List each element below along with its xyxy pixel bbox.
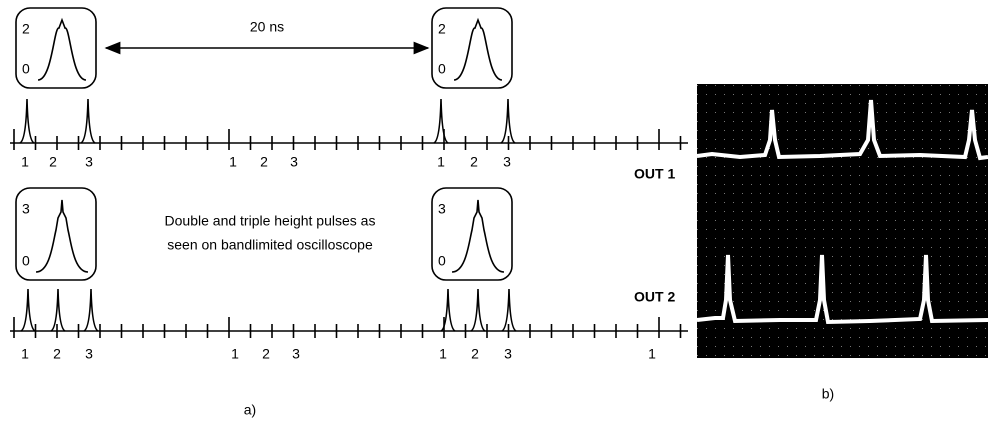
- inset-label: 3: [22, 201, 30, 217]
- inset-label: 2: [438, 21, 446, 37]
- tick-label: 1: [21, 346, 29, 362]
- pulse: [84, 289, 98, 331]
- pulse: [21, 289, 35, 331]
- pulse: [471, 289, 485, 331]
- tick-label: 1: [229, 154, 237, 170]
- inset-label: 0: [438, 253, 446, 269]
- tick-label: 2: [471, 346, 479, 362]
- tick-label: 2: [49, 154, 57, 170]
- tick-label: 2: [262, 346, 270, 362]
- panel-label: a): [244, 402, 256, 418]
- inset-curve: [454, 20, 502, 80]
- tick-label: 1: [231, 346, 239, 362]
- pulse: [441, 289, 455, 331]
- out-label: OUT 1: [634, 166, 675, 182]
- tick-label: 2: [53, 346, 61, 362]
- inset-curve: [36, 200, 88, 272]
- out-label: OUT 2: [634, 289, 675, 305]
- tick-label: 3: [290, 154, 298, 170]
- tick-label: 1: [21, 154, 29, 170]
- pulse: [81, 99, 95, 143]
- tick-label: 2: [260, 154, 268, 170]
- inset-curve: [452, 200, 504, 272]
- tick-label: 2: [470, 154, 478, 170]
- pulse: [51, 289, 65, 331]
- inset-label: 0: [438, 61, 446, 77]
- annotation: 20 ns: [250, 19, 284, 35]
- scope-grid: [697, 84, 988, 358]
- inset-label: 0: [22, 253, 30, 269]
- tick-label: 3: [503, 154, 511, 170]
- tick-label: 3: [504, 346, 512, 362]
- figure: 20 ns Double and triple height pulses as…: [0, 0, 988, 425]
- tick-label: 1: [437, 154, 445, 170]
- pulse: [20, 99, 34, 143]
- pulse: [434, 99, 448, 143]
- caption: seen on bandlimited oscilloscope: [167, 237, 373, 253]
- inset-label: 3: [438, 201, 446, 217]
- inset-label: 0: [22, 61, 30, 77]
- tick-label: 1: [648, 346, 656, 362]
- tick-label: 1: [439, 346, 447, 362]
- caption: Double and triple height pulses as: [165, 213, 376, 229]
- panel-label: b): [822, 386, 834, 402]
- tick-label: 3: [85, 154, 93, 170]
- inset-curve: [38, 20, 86, 80]
- tick-label: 3: [85, 346, 93, 362]
- tick-label: 3: [292, 346, 300, 362]
- inset-label: 2: [22, 21, 30, 37]
